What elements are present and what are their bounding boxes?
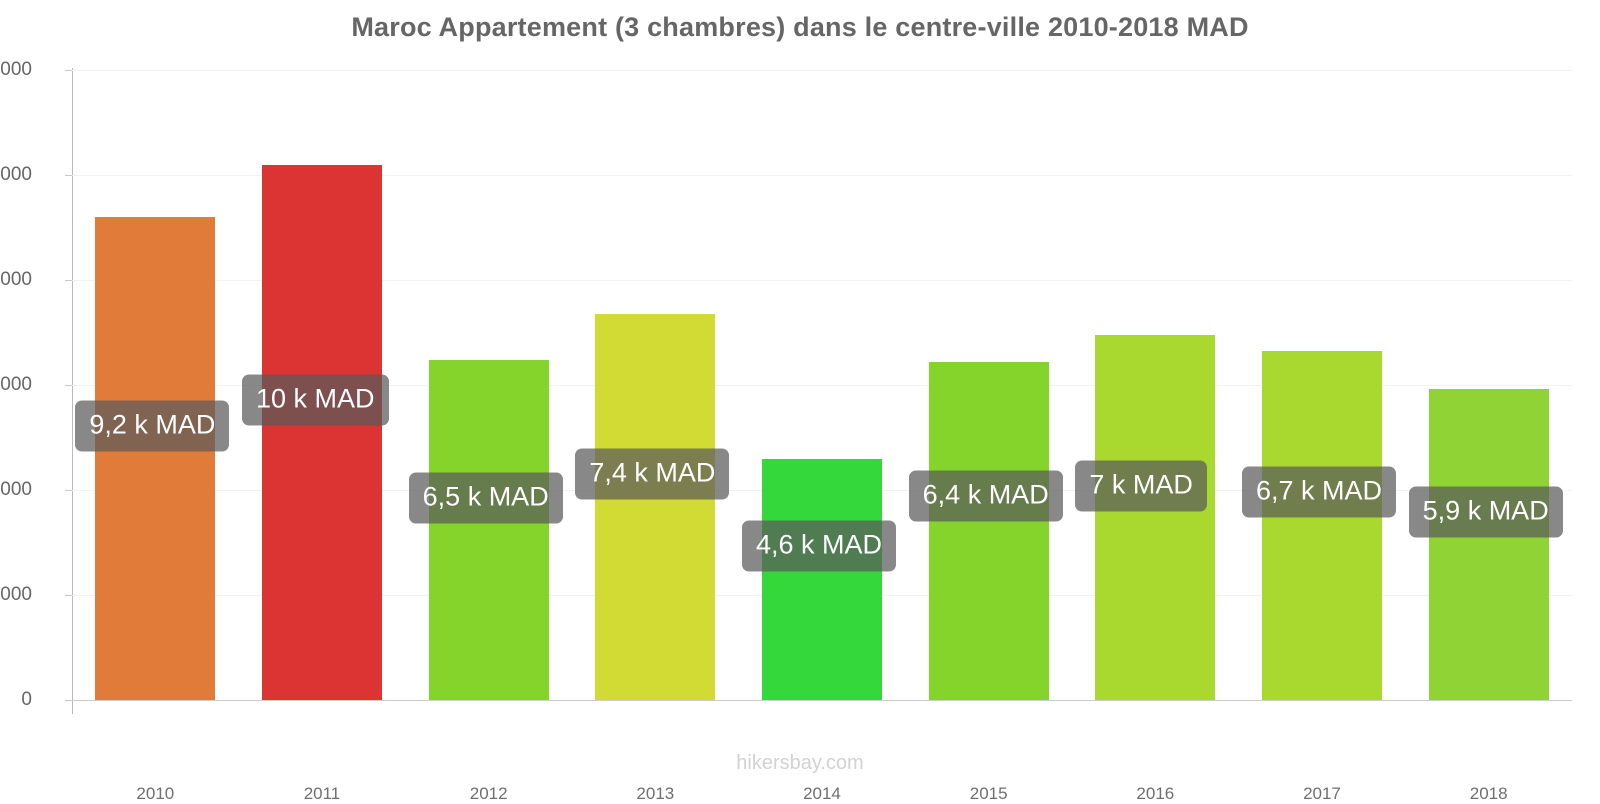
y-tick-mark — [65, 700, 72, 701]
value-label-2015: 6,4 k MAD — [908, 470, 1063, 522]
gridline — [72, 385, 1572, 386]
y-tick-label: 0 — [21, 689, 32, 710]
y-axis-tail — [72, 700, 73, 714]
y-tick-label: 2000 — [0, 584, 32, 605]
value-label-2018: 5,9 k MAD — [1408, 486, 1563, 538]
value-label-2014: 4,6 k MAD — [742, 520, 897, 572]
bar-2016[interactable] — [1095, 335, 1216, 700]
value-label-2016: 7 k MAD — [1075, 460, 1207, 512]
gridline — [72, 700, 1572, 701]
x-tick-label-2011: 2011 — [303, 784, 341, 803]
gridline — [72, 70, 1572, 71]
footer-credit: hikersbay.com — [736, 752, 864, 774]
bar-2013[interactable] — [595, 314, 716, 700]
gridline — [72, 175, 1572, 176]
value-label-2013: 7,4 k MAD — [575, 448, 730, 500]
y-tick-label: 12000 — [0, 59, 32, 80]
y-tick-mark — [65, 385, 72, 386]
y-tick-label: 6000 — [0, 374, 32, 395]
value-label-2017: 6,7 k MAD — [1242, 466, 1397, 518]
bar-2014[interactable] — [762, 458, 882, 700]
bar-2012[interactable] — [428, 360, 549, 700]
y-tick-mark — [65, 595, 72, 596]
x-tick-label-2013: 2013 — [636, 784, 675, 803]
bar-2018[interactable] — [1428, 388, 1549, 700]
chart-title: Maroc Appartement (3 chambres) dans le c… — [351, 12, 1249, 42]
gridline — [72, 280, 1572, 281]
x-tick-label-2018: 2018 — [1469, 784, 1508, 803]
y-tick-mark — [65, 280, 72, 281]
bar-2015[interactable] — [928, 362, 1049, 700]
x-tick-label-2016: 2016 — [1136, 784, 1175, 803]
y-tick-mark — [65, 70, 72, 71]
value-label-2012: 6,5 k MAD — [408, 472, 563, 524]
x-tick-label-2014: 2014 — [803, 784, 841, 803]
x-tick-label-2015: 2015 — [969, 784, 1008, 803]
bar-2017[interactable] — [1262, 350, 1382, 700]
value-label-2010: 9,2 k MAD — [75, 400, 230, 452]
y-tick-mark — [65, 175, 72, 176]
x-tick-label-2010: 2010 — [136, 784, 175, 803]
x-tick-label-2012: 2012 — [469, 784, 508, 803]
x-tick-label-2017: 2017 — [1303, 784, 1341, 803]
y-tick-mark — [65, 490, 72, 491]
y-tick-label: 4000 — [0, 479, 32, 500]
y-tick-label: 10000 — [0, 164, 32, 185]
bar-2011[interactable] — [262, 164, 382, 700]
bar-2010[interactable] — [95, 217, 216, 700]
value-label-2011: 10 k MAD — [242, 374, 389, 426]
plot-area: 9,2 k MAD 10 k MAD 6,5 k MAD 7,4 k MAD 4,6 k… — [0, 59, 1572, 803]
